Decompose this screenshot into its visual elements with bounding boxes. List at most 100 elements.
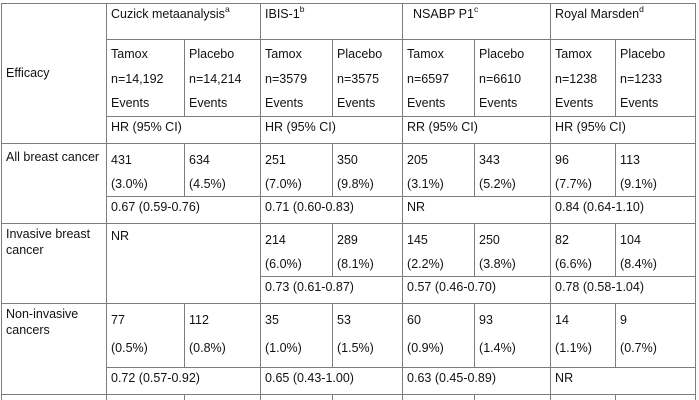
arm-name: Tamox	[555, 47, 592, 61]
event-count: 112	[189, 312, 209, 327]
event-count: 145	[407, 232, 428, 247]
estimate-cell: 0.67 (0.59-0.76)	[105, 195, 262, 224]
event-cell: 82 (6.6%)	[550, 222, 617, 277]
estimate-cell: 0.78 (0.58-1.04)	[550, 275, 697, 304]
event-percent: (1.0%)	[265, 340, 302, 355]
arm-events: Events	[407, 96, 446, 110]
event-count: 96	[555, 152, 569, 167]
event-count: 431	[111, 152, 132, 167]
event-count: 53	[337, 312, 351, 327]
event-cell: 431 (3.0%)	[106, 142, 185, 197]
footnote-marker: d	[639, 4, 644, 14]
event-count: 634	[189, 152, 210, 167]
arm-cell: Placebo n=6610 Events	[474, 39, 552, 117]
empty-cell	[260, 393, 334, 400]
trial-header-ibis: IBIS-1b	[260, 3, 404, 40]
event-percent: (0.8%)	[189, 340, 226, 355]
event-cell: 93 (1.4%)	[474, 302, 552, 368]
event-cell: 104 (8.4%)	[615, 222, 697, 277]
measure-cell: RR (95% CI)	[402, 115, 552, 144]
arm-name: Placebo	[189, 47, 235, 61]
outcome-label: All breast cancer	[1, 142, 107, 224]
arm-cell: Tamox n=1238 Events	[550, 39, 617, 117]
trial-header-royal-marsden: Royal Marsdend	[550, 3, 697, 40]
event-cell: 343 (5.2%)	[474, 142, 552, 197]
empty-cell	[183, 393, 262, 400]
event-percent: (2.2%)	[407, 256, 444, 271]
event-percent: (8.1%)	[337, 256, 374, 271]
event-cell: 205 (3.1%)	[402, 142, 476, 197]
arm-n: n=3575	[337, 71, 380, 86]
arm-events: Events	[111, 96, 150, 110]
event-percent: (9.8%)	[337, 176, 374, 191]
arm-events: Events	[189, 96, 228, 110]
arm-cell: Placebo n=3575 Events	[332, 39, 404, 117]
event-cell: 53 (1.5%)	[332, 302, 404, 368]
event-count: 93	[479, 312, 493, 327]
empty-cell	[402, 393, 476, 400]
event-percent: (0.5%)	[111, 340, 148, 355]
event-percent: (3.8%)	[479, 256, 516, 271]
arm-n: n=14,192	[111, 71, 164, 86]
event-percent: (1.5%)	[337, 340, 374, 355]
row-header-efficacy: Efficacy	[1, 3, 107, 144]
estimate-cell: 0.63 (0.45-0.89)	[402, 366, 552, 395]
trial-name: NSABP P1	[413, 7, 474, 21]
arm-n: n=6597	[407, 71, 450, 86]
trial-name: Royal Marsden	[555, 7, 640, 21]
arm-name: Tamox	[111, 47, 148, 61]
event-cell: 251 (7.0%)	[260, 142, 334, 197]
arm-events: Events	[265, 96, 304, 110]
event-count: 9	[620, 312, 627, 327]
event-count: 113	[620, 152, 640, 167]
arm-n: n=1238	[555, 71, 598, 86]
arm-cell: Tamox n=14,192 Events	[106, 39, 185, 117]
event-cell: 77 (0.5%)	[106, 302, 185, 368]
trial-header-row: Efficacy Cuzick metaanalysisa IBIS-1b NS…	[1, 3, 697, 144]
event-cell: 112 (0.8%)	[183, 302, 262, 368]
arm-header-row: Tamox n=14,192 Events Placebo n=14,214 Event…	[2, 39, 697, 117]
event-percent: (1.4%)	[479, 340, 516, 355]
event-count: 251	[265, 152, 286, 167]
arm-n: n=1233	[620, 71, 663, 86]
measure-cell: HR (95% CI)	[260, 115, 404, 144]
event-percent: (6.0%)	[265, 256, 302, 271]
arm-n: n=3579	[265, 71, 308, 86]
arm-events: Events	[620, 96, 659, 110]
event-cell: 96 (7.7%)	[550, 142, 617, 197]
footnote-marker: b	[299, 4, 305, 14]
estimate-cell: NR	[105, 222, 262, 304]
outcome-row-non-invasive-cancers: Non-invasive cancers 77 (0.5%) 112 (0.8%) …	[1, 302, 697, 395]
estimate-row: 0.72 (0.57-0.92) 0.65 (0.43-1.00) 0.63 (…	[2, 366, 697, 395]
event-count: 14	[555, 312, 569, 327]
event-cell: 60 (0.9%)	[402, 302, 476, 368]
measure-cell: HR (95% CI)	[105, 115, 262, 144]
arm-n: n=6610	[479, 71, 522, 86]
estimate-cell: 0.65 (0.43-1.00)	[260, 366, 404, 395]
event-percent: (6.6%)	[555, 256, 592, 271]
measure-cell: HR (95% CI)	[550, 115, 697, 144]
empty-cell	[474, 393, 552, 400]
empty-cell	[1, 393, 107, 400]
event-count: 289	[337, 232, 358, 247]
event-count: 82	[555, 232, 569, 247]
arm-events: Events	[337, 96, 376, 110]
arm-name: Tamox	[265, 47, 302, 61]
trial-name: IBIS-1	[265, 7, 300, 21]
footnote-marker: a	[224, 4, 230, 14]
event-cell: 634 (4.5%)	[183, 142, 262, 197]
event-cell: 214 (6.0%)	[260, 222, 334, 277]
estimate-cell: 0.84 (0.64-1.10)	[550, 195, 697, 224]
arm-cell: Placebo n=1233 Events	[615, 39, 697, 117]
event-cell: 350 (9.8%)	[332, 142, 404, 197]
trial-header-nsabp: NSABP P1c	[402, 3, 552, 40]
event-percent: (4.5%)	[189, 176, 226, 191]
arm-name: Tamox	[407, 47, 444, 61]
estimate-cell: NR	[402, 195, 552, 224]
event-count: 350	[337, 152, 358, 167]
event-percent: (0.7%)	[620, 340, 657, 355]
arm-cell: Tamox n=6597 Events	[402, 39, 476, 117]
outcome-row-invasive-breast-cancer: Invasive breast cancer NR 214 (6.0%) 289 (…	[1, 222, 697, 304]
event-cell: 113 (9.1%)	[615, 142, 697, 197]
